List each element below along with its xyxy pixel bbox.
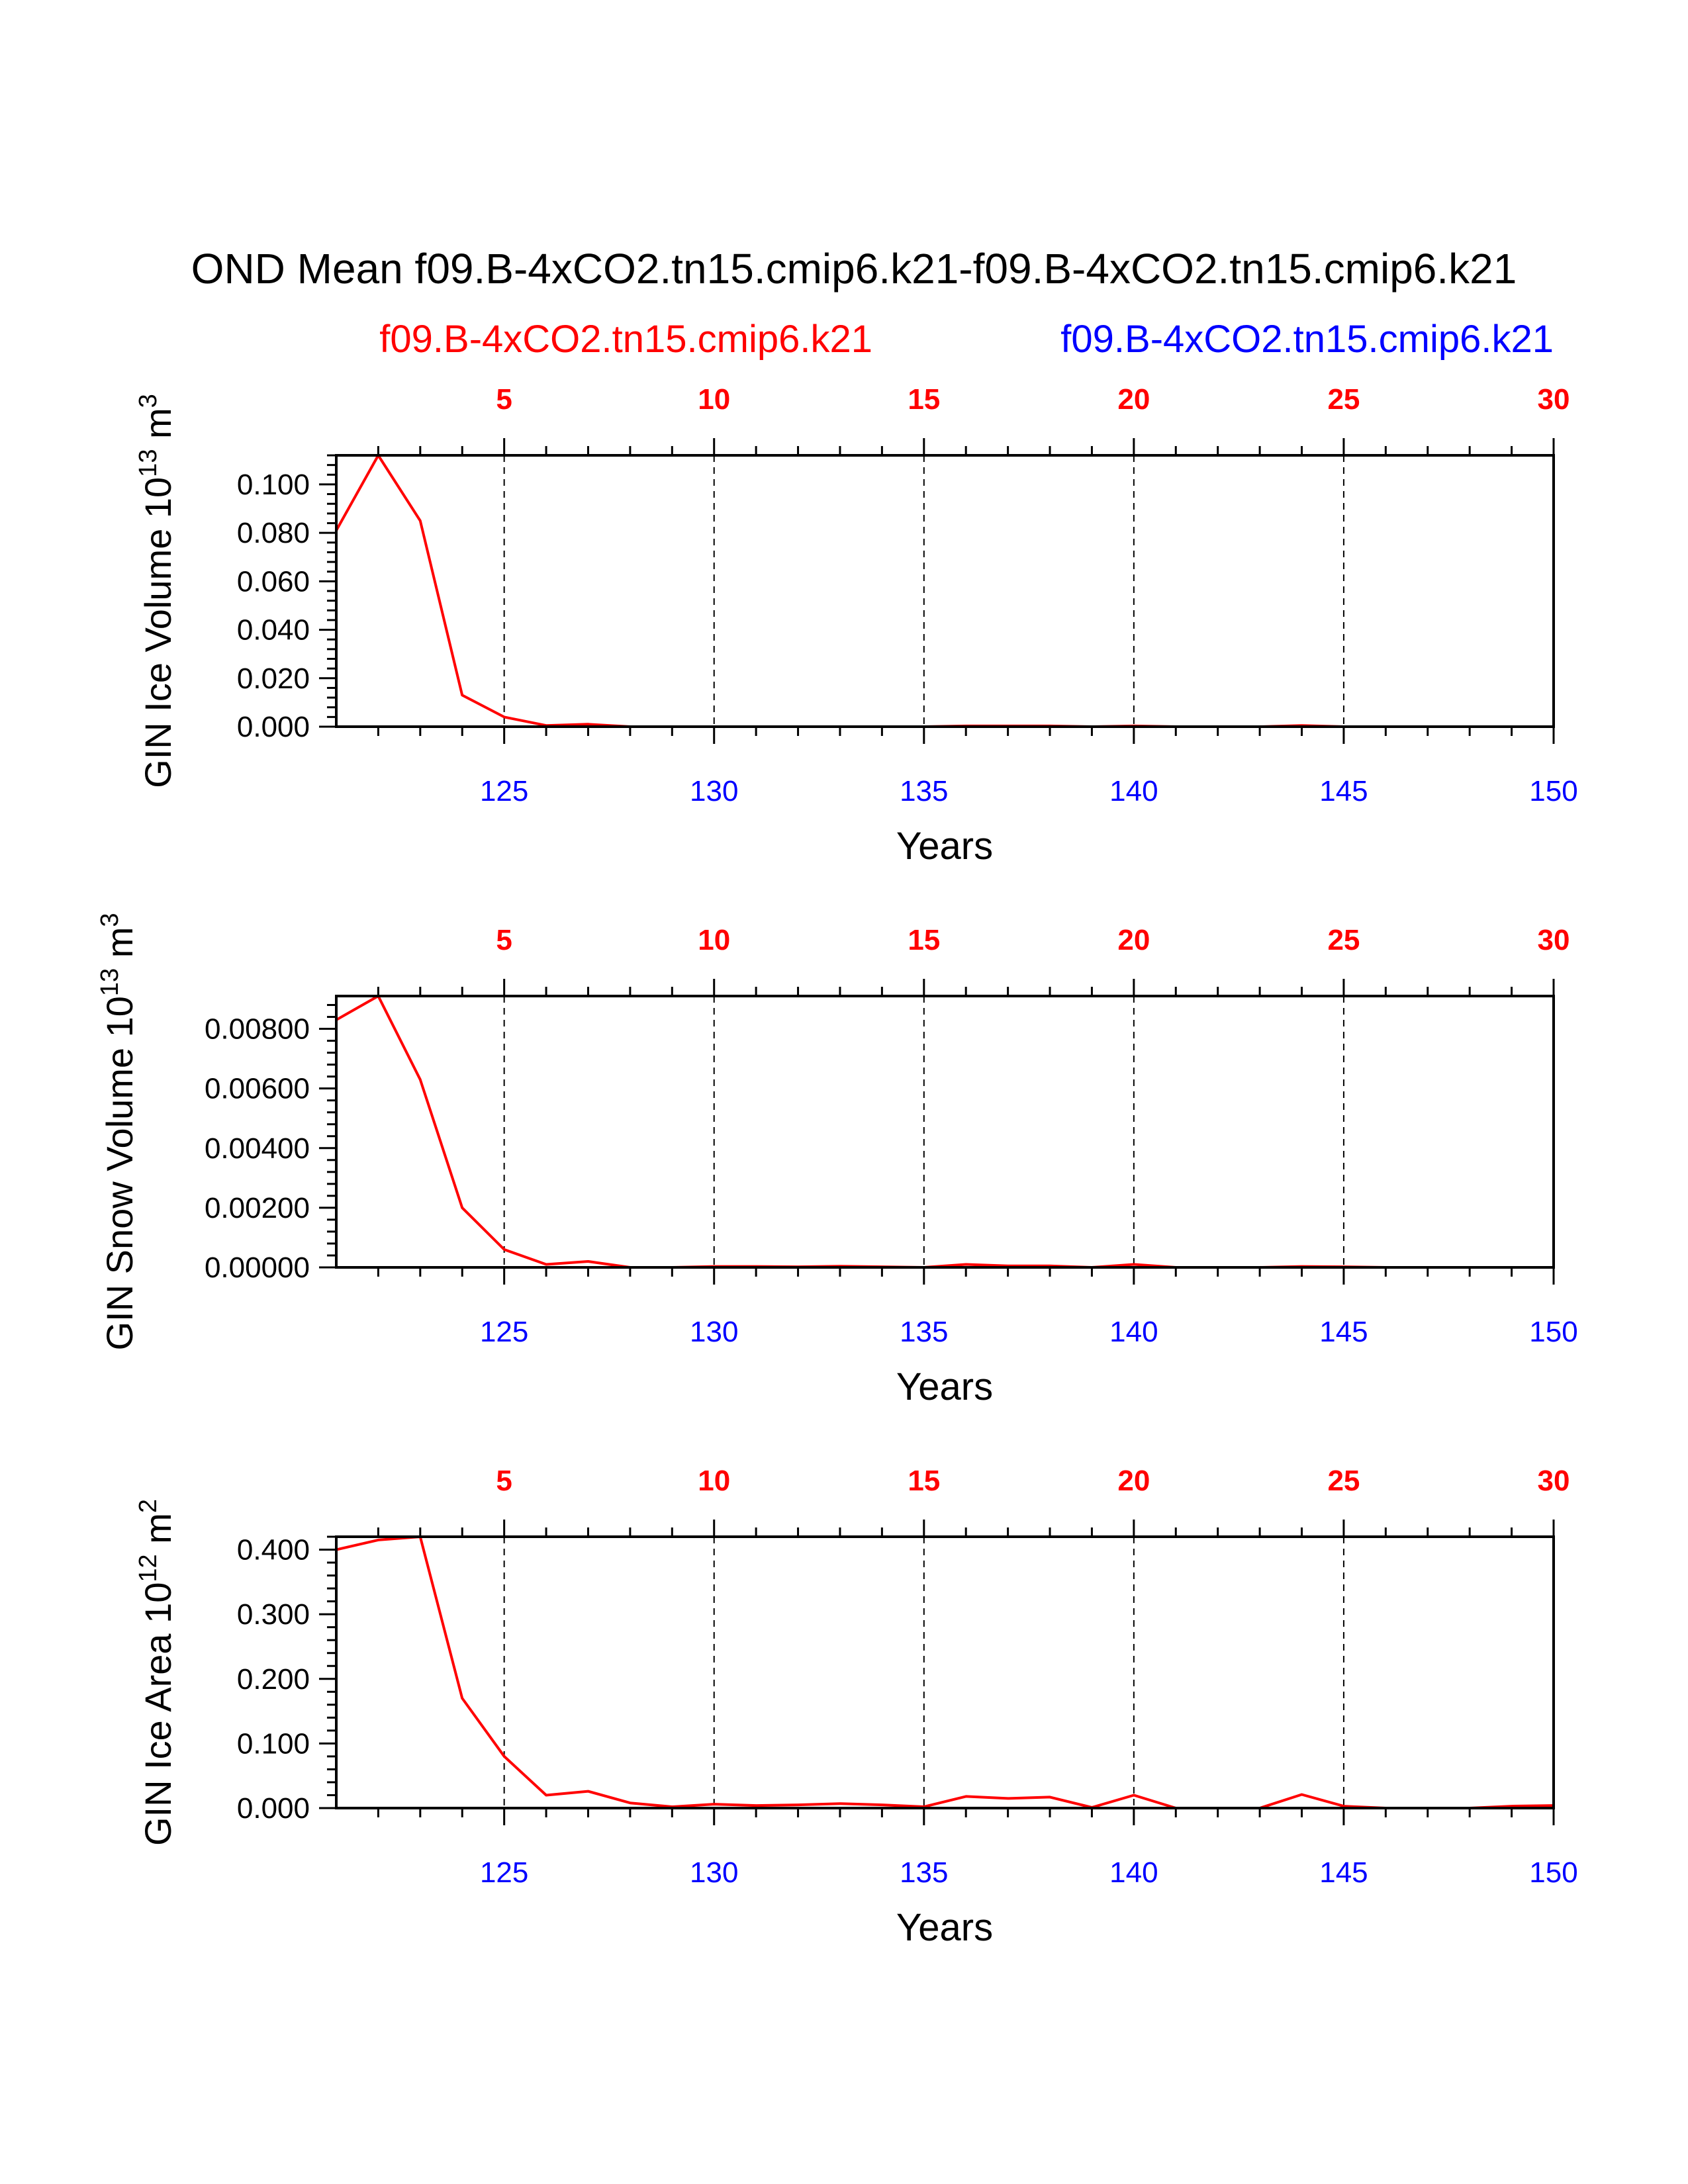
y-axis-label: GIN Snow Volume 1013 m3	[96, 913, 140, 1350]
y-tick-label: 0.00200	[205, 1192, 310, 1224]
series-line	[336, 995, 1554, 1269]
x-bottom-tick-label: 140	[1109, 1856, 1158, 1889]
x-top-tick-label: 20	[1117, 383, 1150, 416]
y-label-superscript: 2	[134, 1499, 162, 1513]
x-bottom-tick-label: 135	[900, 1856, 948, 1889]
plot-frame	[335, 995, 1555, 1269]
series-line	[335, 454, 1554, 728]
x-top-tick-label: 25	[1327, 924, 1360, 956]
x-top-tick-label: 25	[1327, 383, 1360, 416]
series-line	[336, 1535, 1554, 1809]
left-subtitle: f09.B-4xCO2.tn15.cmip6.k21	[379, 318, 872, 361]
y-label-text: m	[99, 927, 140, 968]
y-label-superscript: 3	[96, 913, 124, 927]
y-label-superscript: 13	[134, 449, 162, 477]
x-bottom-tick-label: 135	[900, 775, 948, 807]
x-top-tick-label: 5	[496, 1465, 512, 1497]
y-tick-label: 0.200	[237, 1663, 310, 1696]
y-tick-label: 0.100	[237, 1727, 310, 1760]
x-bottom-tick-label: 150	[1529, 1856, 1577, 1889]
y-tick-label: 0.300	[237, 1598, 310, 1631]
x-bottom-tick-label: 130	[690, 775, 738, 807]
x-top-tick-label: 5	[496, 383, 512, 416]
x-top-tick-label: 25	[1327, 1465, 1360, 1497]
x-top-tick-label: 15	[908, 1465, 940, 1497]
x-top-tick-label: 20	[1117, 1465, 1150, 1497]
x-top-tick-label: 5	[496, 924, 512, 956]
figure-title: OND Mean f09.B-4xCO2.tn15.cmip6.k21-f09.…	[191, 245, 1517, 293]
y-label-superscript: 13	[96, 968, 124, 996]
y-tick-label: 0.100	[237, 469, 310, 501]
x-bottom-tick-label: 140	[1109, 775, 1158, 807]
x-bottom-tick-label: 150	[1529, 1316, 1577, 1348]
x-bottom-tick-label: 125	[480, 775, 528, 807]
y-tick-label: 0.000	[237, 711, 310, 743]
x-top-tick-label: 15	[908, 924, 940, 956]
x-top-tick-label: 30	[1538, 924, 1570, 956]
y-tick-label: 0.080	[237, 517, 310, 549]
y-tick-label: 0.060	[237, 565, 310, 598]
panel-3: 125 5 130 10 135 15 140 20 145 25 150 30 0.000 0.100 0…	[134, 1465, 1578, 1949]
x-bottom-tick-label: 140	[1109, 1316, 1158, 1348]
x-top-tick-label: 30	[1538, 1465, 1570, 1497]
x-axis-label: Years	[896, 1365, 993, 1408]
y-tick-label: 0.00600	[205, 1073, 310, 1105]
panel-2: 125 5 130 10 135 15 140 20 145 25 150 30 0.00000 0.00…	[96, 913, 1578, 1408]
x-top-tick-label: 20	[1117, 924, 1150, 956]
y-tick-label: 0.020	[237, 662, 310, 695]
plot-frame	[335, 1535, 1555, 1809]
chart-panels: 125513010135151402014525150300.0000.0200…	[96, 383, 1578, 1949]
y-label-text: m	[137, 408, 179, 449]
y-label-text: GIN Ice Area 10	[137, 1582, 179, 1846]
x-axis-label: Years	[896, 1906, 993, 1949]
x-bottom-tick-label: 135	[900, 1316, 948, 1348]
y-tick-label: 0.00800	[205, 1013, 310, 1046]
right-subtitle: f09.B-4xCO2.tn15.cmip6.k21	[1060, 318, 1554, 361]
x-bottom-tick-label: 125	[480, 1856, 528, 1889]
y-label-superscript: 3	[134, 394, 162, 408]
y-tick-label: 0.400	[237, 1534, 310, 1567]
x-bottom-tick-label: 145	[1319, 1856, 1368, 1889]
x-bottom-tick-label: 130	[690, 1316, 738, 1348]
y-label-text: GIN Snow Volume 10	[99, 996, 140, 1350]
x-top-tick-label: 30	[1538, 383, 1570, 416]
x-top-tick-label: 10	[698, 383, 730, 416]
y-label-text: m	[137, 1513, 179, 1554]
y-tick-label: 0.040	[237, 614, 310, 647]
x-top-tick-label: 10	[698, 1465, 730, 1497]
y-label-text: GIN Ice Volume 10	[137, 477, 179, 788]
y-tick-label: 0.000	[237, 1792, 310, 1825]
y-tick-label: 0.00400	[205, 1132, 310, 1165]
x-bottom-tick-label: 145	[1319, 775, 1368, 807]
x-bottom-tick-label: 150	[1529, 775, 1577, 807]
x-axis-label: Years	[896, 825, 993, 868]
x-top-tick-label: 10	[698, 924, 730, 956]
y-tick-label: 0.00000	[205, 1251, 310, 1284]
x-bottom-tick-label: 145	[1319, 1316, 1368, 1348]
x-bottom-tick-label: 130	[690, 1856, 738, 1889]
y-label-superscript: 12	[134, 1554, 162, 1582]
x-bottom-tick-label: 125	[480, 1316, 528, 1348]
y-axis-label: GIN Ice Area 1012 m2	[134, 1499, 179, 1846]
plot-frame	[335, 454, 1555, 728]
x-top-tick-label: 15	[908, 383, 940, 416]
panel-1: 125 5 130 10 135 15 140 20 145 25 150 30 0.000 0.020 0…	[134, 383, 1578, 868]
y-axis-label: GIN Ice Volume 1013 m3	[134, 394, 179, 788]
